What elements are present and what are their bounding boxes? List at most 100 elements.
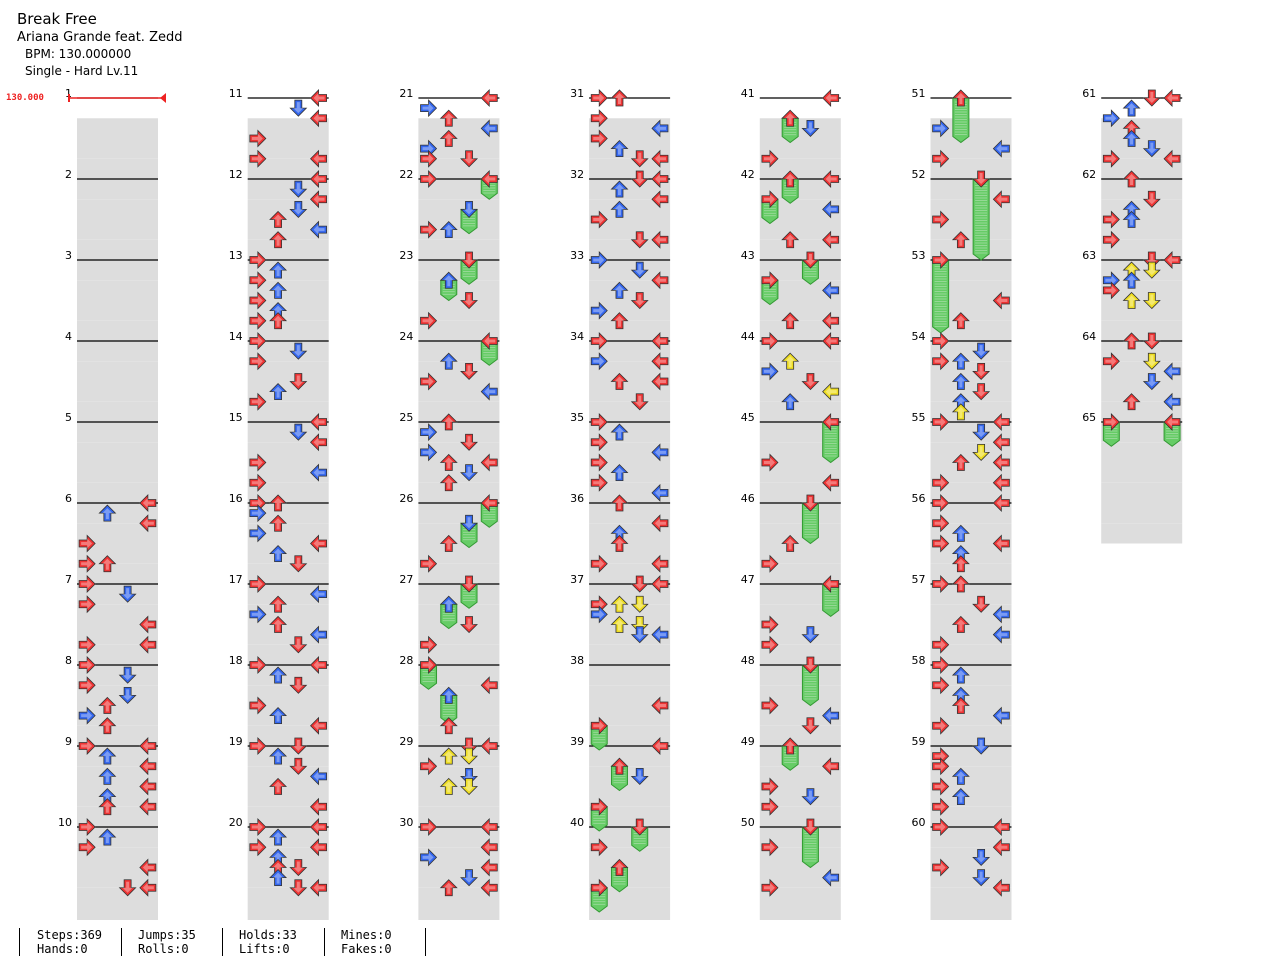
right-arrow-icon [310,534,327,553]
arrow-shape [932,119,950,138]
arrow-highlight [654,336,666,346]
arrow-highlight [805,628,816,640]
arrow-highlight [81,538,93,549]
arrow-highlight [976,598,987,610]
arrow-shape [78,737,96,755]
arrow-shape [1102,281,1120,300]
arrow-shape [610,180,629,198]
arrow-shape [289,859,308,877]
right-arrow-icon [1163,413,1181,431]
arrow-shape [610,281,629,299]
left-arrow-icon [249,332,267,350]
arrow-highlight [593,336,605,346]
down-arrow-icon [439,453,458,471]
down-arrow-icon [269,777,288,795]
arrow-shape [439,777,458,795]
arrow-highlight [102,558,113,570]
arrow-shape [1102,352,1120,371]
arrow-shape [249,311,267,330]
measure: 48 [741,654,841,767]
arrow-highlight [443,477,454,489]
arrow-shape [610,534,629,552]
arrow-highlight [654,629,666,640]
arrow-shape [630,170,649,188]
arrow-shape [310,716,327,735]
measure: 26 [399,492,500,605]
measure-number: 18 [229,654,243,667]
measure-stripe [1101,462,1183,483]
step-chart: 1234567891011121314151617181920212223242… [58,87,1183,920]
arrow-highlight [484,457,496,468]
arrow-shape [78,838,96,857]
arrow-highlight [443,417,454,428]
up-arrow-icon [289,636,308,654]
right-arrow-icon [139,615,157,634]
arrow-shape [439,413,458,431]
left-arrow-icon [420,443,438,462]
arrow-highlight [634,598,645,610]
measure-stripe [418,887,500,908]
arrow-shape [610,494,629,512]
arrow-shape [992,291,1010,310]
measure: 55 [912,411,1012,524]
arrow-shape [610,312,629,330]
measure-stripe [589,280,671,301]
down-arrow-icon [269,666,288,684]
arrow-highlight [443,133,454,145]
measure-stripe [1101,138,1183,159]
measure: 62 [1082,168,1183,281]
arrow-shape [932,149,950,168]
measure-stripe [247,239,329,260]
arrow-highlight [593,93,605,103]
measure-stripe [930,219,1012,240]
down-arrow-icon [439,747,458,765]
arrow-highlight [122,669,133,681]
arrow-highlight [996,437,1008,448]
measure-stripe [589,239,671,260]
arrow-highlight [634,628,645,640]
measure: 46 [741,492,841,605]
arrow-highlight [825,579,837,589]
measure-stripe [589,665,671,686]
arrow-highlight [1105,275,1117,286]
arrow-highlight [654,487,666,498]
measure-stripe [77,219,158,240]
measure-stripe [247,138,329,159]
left-arrow-icon [249,149,267,168]
arrow-highlight [593,255,605,265]
measure-number: 9 [65,735,72,748]
arrow-shape [761,554,779,573]
arrow-highlight [142,518,154,529]
measure-stripe [1101,239,1183,260]
down-arrow-icon [781,231,800,249]
arrow-shape [439,717,458,735]
arrow-highlight [634,395,645,407]
arrow-shape [480,818,498,836]
arrow-shape [992,706,1010,725]
measure-stripe [930,604,1012,625]
arrow-highlight [634,233,645,245]
measure: 23 [399,249,500,362]
arrow-shape [269,210,288,228]
right-arrow-icon [480,818,498,836]
down-arrow-icon [1122,291,1141,309]
arrow-highlight [313,194,325,205]
arrow-shape [651,575,669,593]
down-arrow-icon [269,707,288,725]
measure-stripe [930,543,1012,564]
arrow-highlight [614,204,625,216]
arrow-shape [761,332,779,350]
right-arrow-icon [139,737,157,755]
right-arrow-icon [1163,251,1181,269]
arrow-shape [78,554,96,573]
down-arrow-icon [1122,271,1141,289]
arrow-highlight [805,659,816,670]
arrow-shape [139,737,157,755]
arrow-highlight [614,498,625,509]
arrow-highlight [422,315,434,326]
arrow-shape [651,696,669,715]
arrow-shape [480,737,498,755]
arrow-shape [78,635,96,654]
arrow-highlight [81,639,93,650]
arrow-highlight [934,579,946,589]
